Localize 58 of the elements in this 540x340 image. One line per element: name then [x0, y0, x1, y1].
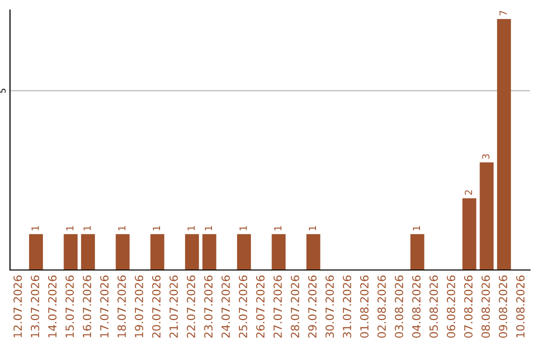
- bar: [29, 234, 43, 270]
- x-tick-label: 29.07.2026: [308, 276, 317, 338]
- data-label: 1: [204, 226, 212, 230]
- bar: [410, 234, 424, 270]
- x-tick-label: 13.07.2026: [30, 276, 40, 338]
- x-tick-label: 25.07.2026: [238, 276, 248, 338]
- x-tick-label: 22.07.2026: [186, 276, 196, 338]
- data-label: 1: [84, 226, 91, 230]
- x-tick-label: 14.07.2026: [48, 276, 57, 338]
- x-tick-label: 24.07.2026: [221, 276, 230, 338]
- x-tick-label: 12.07.2026: [13, 276, 22, 338]
- x-tick-label: 10.08.2026: [516, 276, 525, 338]
- bar: [81, 234, 95, 270]
- bar: [64, 234, 78, 270]
- data-label: 1: [118, 226, 126, 230]
- x-tick-label: 05.08.2026: [429, 276, 438, 338]
- x-tick-label: 23.07.2026: [204, 276, 213, 338]
- data-label: 1: [152, 226, 160, 230]
- bar: [237, 234, 251, 270]
- x-tick-label: 02.08.2026: [377, 276, 386, 338]
- x-tick-label: 08.08.2026: [481, 276, 490, 338]
- data-label: 1: [32, 226, 39, 230]
- x-tick-label: 03.08.2026: [394, 276, 404, 338]
- data-label: 1: [274, 226, 282, 230]
- data-label: 1: [412, 226, 420, 230]
- data-label: 1: [66, 226, 74, 230]
- x-tick-label: 06.08.2026: [446, 276, 456, 338]
- x-tick-label: 20.07.2026: [152, 276, 161, 338]
- x-tick-label: 21.07.2026: [169, 276, 178, 338]
- data-label: 7: [500, 10, 507, 16]
- x-tick-label: 26.07.2026: [256, 276, 265, 338]
- x-tick-label: 07.08.2026: [464, 276, 473, 338]
- x-tick-label: 17.07.2026: [100, 276, 109, 338]
- data-label: 2: [464, 190, 472, 195]
- x-tick-label: 15.07.2026: [65, 276, 74, 338]
- bar: [462, 198, 476, 270]
- bar: [150, 234, 164, 270]
- data-label: 3: [482, 154, 490, 159]
- bar: [202, 234, 216, 270]
- bar: [116, 234, 130, 270]
- bar: [185, 234, 199, 270]
- x-tick-label: 04.08.2026: [412, 276, 421, 338]
- x-tick-label: 28.07.2026: [290, 276, 300, 338]
- data-label: 1: [240, 226, 247, 230]
- x-tick-label: 30.07.2026: [325, 276, 334, 338]
- bar: [480, 162, 494, 270]
- x-tick-label: 31.07.2026: [342, 276, 352, 338]
- data-label: 1: [188, 226, 195, 230]
- x-tick-label: 16.07.2026: [82, 276, 92, 338]
- x-tick-label: 19.07.2026: [134, 276, 144, 338]
- data-label: 1: [308, 226, 316, 230]
- x-tick-label: 27.07.2026: [273, 276, 282, 338]
- x-tick-label: 18.07.2026: [117, 276, 126, 338]
- bar: [306, 234, 320, 270]
- bar: [497, 18, 511, 270]
- bar: [272, 234, 286, 270]
- x-tick-label: 01.08.2026: [360, 276, 369, 338]
- x-tick-label: 09.08.2026: [498, 276, 508, 338]
